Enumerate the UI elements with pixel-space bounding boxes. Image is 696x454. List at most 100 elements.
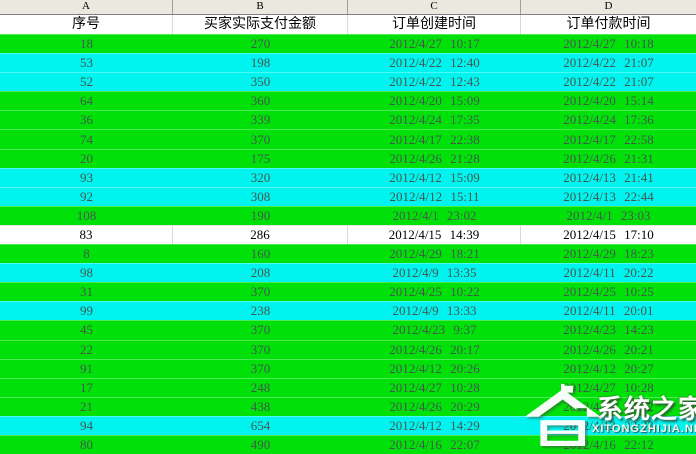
cell-c[interactable]: 2012/4/26 21:28 [389, 150, 480, 166]
cell-c[interactable]: 2012/4/27 10:17 [389, 36, 480, 52]
cell-b[interactable]: 286 [173, 225, 348, 245]
cell-b[interactable]: 654 [250, 417, 271, 433]
cell-b[interactable]: 160 [250, 246, 271, 262]
cell-d[interactable]: 2012/4/27 10:18 [563, 36, 654, 52]
cell-d[interactable]: 2012/4/20 15:14 [563, 93, 654, 109]
cell-c[interactable]: 2012/4/23 9:37 [392, 322, 477, 338]
cell-a[interactable]: 98 [80, 265, 93, 281]
cell-b[interactable]: 208 [250, 265, 271, 281]
table-row: 31 370 2012/4/25 10:22 2012/4/25 10:25 [0, 282, 696, 302]
cell-d[interactable]: 2012/4/13 22:44 [563, 188, 654, 204]
cell-b[interactable]: 350 [250, 74, 271, 90]
table-row: 94 654 2012/4/12 14:29 2012/4/12 22:23 [0, 415, 696, 435]
cell-b[interactable]: 238 [250, 303, 271, 319]
cell-d[interactable]: 2012/4/1 23:03 [566, 207, 651, 223]
cell-d[interactable]: 2012/4/27 10:28 [563, 379, 654, 395]
column-letter-b[interactable]: B [173, 0, 348, 14]
cell-b[interactable]: 360 [250, 93, 271, 109]
cell-b[interactable]: 370 [250, 284, 271, 300]
cell-a[interactable]: 53 [80, 55, 93, 71]
cell-d[interactable]: 2012/4/16 22:12 [563, 437, 654, 453]
cell-b[interactable]: 370 [250, 131, 271, 147]
cell-b[interactable]: 370 [250, 341, 271, 357]
cell-d[interactable]: 2012/4/11 20:01 [563, 303, 654, 319]
cell-c[interactable]: 2012/4/12 14:29 [389, 417, 480, 433]
cell-c[interactable]: 2012/4/25 10:22 [389, 284, 480, 300]
cell-c[interactable]: 2012/4/9 13:35 [392, 265, 477, 281]
cell-a[interactable]: 17 [80, 379, 93, 395]
cell-b[interactable]: 339 [250, 112, 271, 128]
table-row: 45 370 2012/4/23 9:37 2012/4/23 14:23 [0, 320, 696, 340]
cell-d[interactable]: 2012/4/23 14:23 [563, 322, 654, 338]
cell-c[interactable]: 2012/4/15 14:39 [348, 225, 521, 245]
cell-d[interactable]: 2012/4/15 17:10 [563, 226, 654, 242]
cell-a[interactable]: 64 [80, 93, 93, 109]
cell-a[interactable]: 94 [80, 417, 93, 433]
cell-a[interactable]: 45 [80, 322, 93, 338]
cell-b[interactable]: 248 [250, 379, 271, 395]
header-order-pay-time[interactable]: 订单付款时间 [566, 17, 651, 32]
cell-d[interactable]: 2012/4/24 17:36 [563, 112, 654, 128]
cell-a[interactable]: 20 [80, 150, 93, 166]
cell-d[interactable]: 2012/4/12 20:27 [563, 360, 654, 376]
cell-a[interactable]: 8 [83, 246, 90, 262]
cell-a[interactable]: 99 [80, 303, 93, 319]
column-letter-a[interactable]: A [0, 0, 173, 14]
cell-d[interactable]: 2012/4/26 20:21 [563, 341, 654, 357]
column-letter-c[interactable]: C [348, 0, 521, 14]
cell-a[interactable]: 80 [80, 437, 93, 453]
cell-a[interactable]: 21 [80, 398, 93, 414]
cell-a[interactable]: 74 [80, 131, 93, 147]
cell-c[interactable]: 2012/4/26 20:29 [389, 398, 480, 414]
cell-b[interactable]: 270 [250, 36, 271, 52]
cell-c[interactable]: 2012/4/17 22:38 [389, 131, 480, 147]
header-serial-number[interactable]: 序号 [0, 15, 173, 34]
cell-c[interactable]: 2012/4/12 15:11 [389, 188, 480, 204]
cell-c[interactable]: 2012/4/16 22:07 [389, 437, 480, 453]
cell-c[interactable]: 2012/4/24 17:35 [389, 112, 480, 128]
cell-b[interactable]: 438 [250, 398, 271, 414]
cell-c[interactable]: 2012/4/29 18:21 [389, 246, 480, 262]
cell-a[interactable]: 92 [80, 188, 93, 204]
cell-a[interactable]: 36 [80, 112, 93, 128]
table-row: 17 248 2012/4/27 10:28 2012/4/27 10:28 [0, 377, 696, 397]
header-buyer-paid-amount[interactable]: 买家实际支付金额 [173, 15, 348, 34]
cell-a[interactable]: 31 [80, 284, 93, 300]
cell-d[interactable]: 2012/4/13 21:41 [563, 169, 654, 185]
cell-c[interactable]: 2012/4/1 23:02 [392, 207, 477, 223]
cell-d[interactable]: 2012/4/25 10:25 [563, 284, 654, 300]
cell-a[interactable]: 22 [80, 341, 93, 357]
cell-c[interactable]: 2012/4/22 12:43 [389, 74, 480, 90]
cell-b[interactable]: 198 [250, 55, 271, 71]
cell-c[interactable]: 2012/4/9 13:33 [392, 303, 477, 319]
header-order-create-time[interactable]: 订单创建时间 [348, 15, 521, 34]
cell-d[interactable]: 2012/4/17 22:58 [563, 131, 654, 147]
cell-a[interactable]: 108 [76, 207, 97, 223]
cell-a[interactable]: 83 [0, 225, 173, 245]
cell-d[interactable]: 2012/4/29 18:23 [563, 246, 654, 262]
cell-d[interactable]: 2012/4/11 20:22 [563, 265, 654, 281]
cell-a[interactable]: 93 [80, 169, 93, 185]
cell-a[interactable]: 91 [80, 360, 93, 376]
cell-c[interactable]: 2012/4/12 15:09 [389, 169, 480, 185]
cell-c[interactable]: 2012/4/26 20:17 [389, 341, 480, 357]
cell-c[interactable]: 2012/4/12 20:26 [389, 360, 480, 376]
cell-b[interactable]: 370 [250, 322, 271, 338]
cell-b[interactable]: 490 [250, 437, 271, 453]
cell-c[interactable]: 2012/4/20 15:09 [389, 93, 480, 109]
cell-d[interactable]: 2012/4/22 21:07 [563, 74, 654, 90]
cell-b[interactable]: 190 [250, 207, 271, 223]
column-letter-d[interactable]: D [604, 0, 613, 12]
cell-d[interactable]: 2012/4/12 22:23 [563, 417, 654, 433]
cell-a[interactable]: 52 [80, 74, 93, 90]
cell-d[interactable]: 2012/4/26 20:32 [563, 398, 654, 414]
cell-c[interactable]: 2012/4/27 10:28 [389, 379, 480, 395]
cell-b[interactable]: 175 [250, 150, 271, 166]
cell-b[interactable]: 370 [250, 360, 271, 376]
cell-b[interactable]: 308 [250, 188, 271, 204]
cell-a[interactable]: 18 [80, 36, 93, 52]
cell-c[interactable]: 2012/4/22 12:40 [389, 55, 480, 71]
cell-d[interactable]: 2012/4/26 21:31 [563, 150, 654, 166]
cell-b[interactable]: 320 [250, 169, 271, 185]
cell-d[interactable]: 2012/4/22 21:07 [563, 55, 654, 71]
